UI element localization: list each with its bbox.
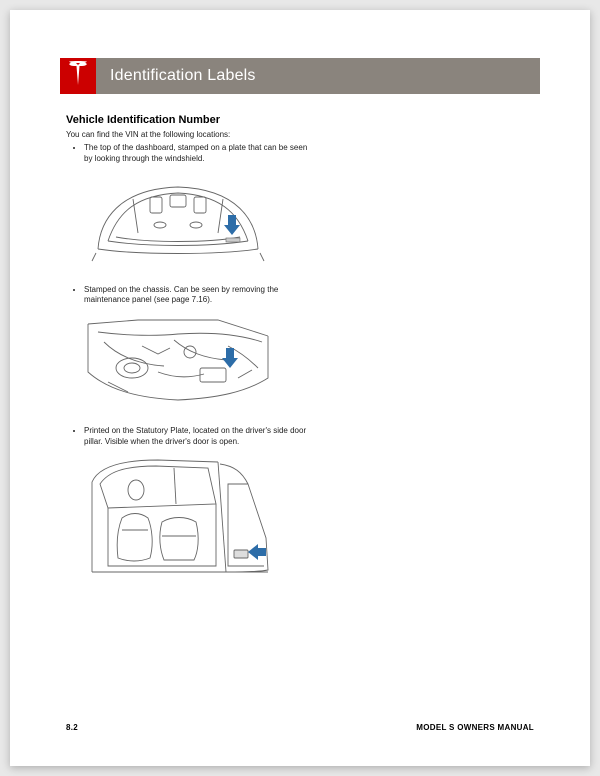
bullet-text: Stamped on the chassis. Can be seen by r…: [84, 285, 308, 307]
arrow-icon: [222, 348, 238, 368]
page-title-band: Identification Labels: [96, 58, 540, 94]
list-item: Stamped on the chassis. Can be seen by r…: [84, 285, 338, 413]
section-intro: You can find the VIN at the following lo…: [66, 130, 338, 139]
tesla-logo-icon: [68, 61, 88, 92]
arrow-icon: [224, 215, 240, 235]
page-footer: 8.2 MODEL S OWNERS MANUAL: [66, 723, 534, 732]
arrow-icon: [248, 544, 266, 560]
list-item: The top of the dashboard, stamped on a p…: [84, 143, 338, 271]
tesla-logo-badge: [60, 58, 96, 94]
manual-title: MODEL S OWNERS MANUAL: [416, 723, 534, 732]
page-title: Identification Labels: [110, 67, 256, 85]
page-header: Identification Labels: [60, 58, 540, 94]
bullet-text: The top of the dashboard, stamped on a p…: [84, 143, 308, 165]
list-item: Printed on the Statutory Plate, located …: [84, 426, 338, 584]
illustration-door-pillar: [78, 454, 278, 584]
vin-locations-list: The top of the dashboard, stamped on a p…: [66, 143, 338, 584]
page-number: 8.2: [66, 723, 78, 732]
illustration-chassis: [78, 312, 278, 412]
bullet-text: Printed on the Statutory Plate, located …: [84, 426, 308, 448]
page-content: Vehicle Identification Number You can fi…: [60, 114, 338, 584]
section-heading: Vehicle Identification Number: [66, 114, 338, 126]
illustration-dashboard: [78, 171, 278, 271]
manual-page: Identification Labels Vehicle Identifica…: [10, 10, 590, 766]
